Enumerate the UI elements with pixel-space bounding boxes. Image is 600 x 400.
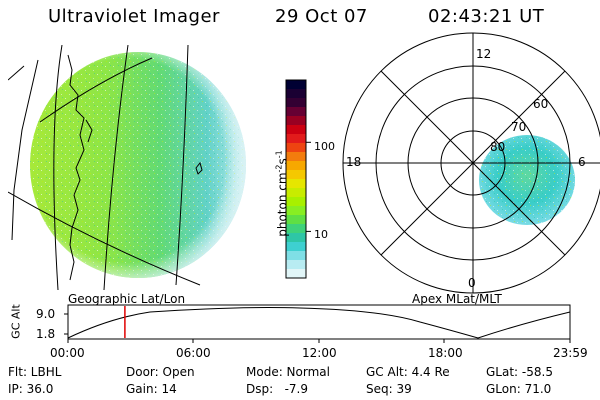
colorbar-cell	[286, 260, 306, 270]
mlat-label-80: 80	[490, 140, 506, 154]
mlat-label-60: 60	[533, 97, 549, 111]
colorbar-cell	[286, 98, 306, 108]
colorbar-cell	[286, 152, 306, 162]
colorbar-cell	[286, 179, 306, 189]
observation-time: 02:43:21 UT	[428, 6, 545, 27]
colorbar-cell	[286, 134, 306, 144]
earth-image	[8, 45, 246, 290]
strip-xtick-1200: 12:00	[302, 346, 337, 360]
glon-info: GLon: 71.0	[486, 382, 552, 396]
mlt-label-12: 12	[476, 47, 492, 61]
colorbar-cell	[286, 143, 306, 153]
colorbar-cell	[286, 125, 306, 135]
gain-info: Gain: 14	[126, 382, 177, 396]
coastline	[67, 54, 85, 281]
right-panel-caption: Apex MLat/MLT	[412, 292, 502, 306]
colorbar-cell	[286, 233, 306, 243]
mlat-label-70: 70	[511, 120, 527, 134]
polar-plot	[342, 32, 600, 294]
colorbar-cell	[286, 161, 306, 171]
colorbar-cell	[286, 215, 306, 225]
left-panel-caption: Geographic Lat/Lon	[68, 292, 186, 306]
strip-xtick-0000: 00:00	[50, 346, 85, 360]
instrument-title: Ultraviolet Imager	[48, 6, 220, 27]
colorbar-cell	[286, 89, 306, 99]
colorbar-cell	[286, 197, 306, 207]
colorbar-cell	[286, 224, 306, 234]
door-info: Door: Open	[126, 365, 195, 379]
glat-info: GLat: -58.5	[486, 365, 553, 379]
dsp-info: Dsp: -7.9	[246, 382, 309, 396]
filter-info: Flt: LBHL	[8, 365, 62, 379]
strip-xtick-1800: 18:00	[428, 346, 463, 360]
colorbar-label: photon cm-2s-1	[274, 150, 290, 237]
colorbar-cell	[286, 188, 306, 198]
mode-info: Mode: Normal	[246, 365, 330, 379]
observation-date: 29 Oct 07	[275, 6, 368, 27]
strip-xtick-2359: 23:59	[553, 346, 588, 360]
seq-info: Seq: 39	[366, 382, 412, 396]
colorbar-cell	[286, 107, 306, 117]
mlt-label-18: 18	[346, 155, 362, 169]
strip-ylabel: GC Alt	[9, 304, 23, 339]
colorbar-tick-100: 100	[314, 140, 335, 153]
gc-alt-info: GC Alt: 4.4 Re	[366, 365, 450, 379]
strip-ytick-9: 9.0	[36, 307, 56, 321]
altitude-curve	[67, 307, 571, 339]
colorbar-cell	[286, 116, 306, 126]
colorbar-cell	[286, 242, 306, 252]
colorbar-cell	[286, 80, 306, 90]
colorbar-cell	[286, 206, 306, 216]
strip-xtick-0600: 06:00	[176, 346, 211, 360]
strip-ytick-1-8: 1.8	[36, 327, 56, 341]
colorbar-cell	[286, 170, 306, 180]
colorbar-tick-10: 10	[314, 228, 328, 241]
mlt-label-6: 6	[578, 155, 586, 169]
colorbar-cell	[286, 269, 306, 279]
colorbar-cell	[286, 251, 306, 261]
ip-info: IP: 36.0	[8, 382, 54, 396]
mlt-label-0: 0	[468, 276, 476, 290]
altitude-strip	[64, 304, 571, 343]
colorbar	[285, 79, 311, 279]
